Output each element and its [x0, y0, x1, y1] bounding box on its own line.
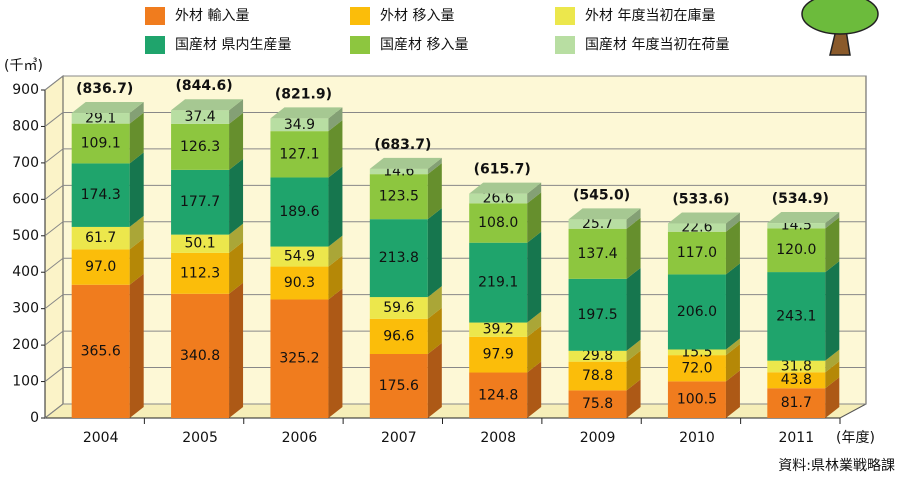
- y-tick-label: 900: [12, 82, 39, 98]
- value-label: 97.0: [85, 259, 116, 275]
- bar-segment-side: [627, 268, 641, 351]
- legend-swatch: [350, 7, 370, 25]
- bar-segment-side: [527, 232, 541, 323]
- value-label: 189.6: [279, 204, 319, 220]
- bar-segment-side: [229, 283, 243, 418]
- legend-swatch: [145, 7, 165, 25]
- value-label: 365.6: [81, 343, 121, 359]
- legend-label: 国産材 移入量: [380, 37, 468, 53]
- legend-label: 国産材 県内生産量: [175, 37, 291, 53]
- x-tick-label: 2008: [480, 430, 516, 446]
- value-label: 117.0: [677, 245, 717, 261]
- legend-label: 外材 年度当初在庫量: [585, 7, 715, 24]
- total-label: (836.7): [76, 81, 133, 97]
- bar-segment-side: [130, 152, 144, 227]
- legend-swatch: [555, 36, 575, 54]
- value-label: 197.5: [578, 307, 618, 323]
- value-label: 124.8: [478, 387, 518, 403]
- y-tick-label: 800: [12, 118, 39, 134]
- source: 資料:県林業戦略課: [778, 458, 895, 474]
- value-label: 206.0: [677, 304, 717, 320]
- total-label: (533.6): [672, 192, 729, 208]
- x-tick-label: 2005: [182, 430, 218, 446]
- value-label: 213.8: [379, 250, 419, 266]
- y-tick-label: 400: [12, 264, 39, 280]
- y-tick-label: 300: [12, 301, 39, 317]
- y-tick-label: 500: [12, 228, 39, 244]
- floor: [45, 404, 866, 418]
- x-tick-label: 2006: [282, 430, 318, 446]
- value-label: 109.1: [81, 136, 121, 152]
- legend-label: 国産材 年度当初在荷量: [585, 36, 729, 53]
- chart: (千㎥) (年度) 資料:県林業戦略課 0 100 200 300 400 500 600 7…: [0, 0, 898, 480]
- value-label: 81.7: [781, 395, 812, 411]
- value-label: 34.9: [284, 117, 315, 133]
- value-label: 97.9: [483, 347, 514, 363]
- value-label: 39.2: [483, 322, 514, 338]
- bar-segment-side: [428, 343, 442, 418]
- value-label: 72.0: [681, 360, 712, 376]
- y-tick-label: 0: [30, 410, 39, 426]
- total-label: (821.9): [275, 86, 332, 102]
- value-label: 37.4: [184, 109, 215, 125]
- x-tick-label: 2011: [778, 430, 814, 446]
- value-label: 123.5: [379, 189, 419, 205]
- value-label: 137.4: [578, 246, 618, 262]
- bar-segment-side: [328, 288, 342, 418]
- legend-label: 外材 移入量: [380, 8, 454, 24]
- value-label: 175.6: [379, 378, 419, 394]
- bar-segment-side: [130, 274, 144, 418]
- legend-swatch: [555, 7, 575, 25]
- value-label: 108.0: [478, 215, 518, 231]
- x-tick-label: 2004: [83, 430, 119, 446]
- value-label: 31.8: [781, 358, 812, 374]
- legend-swatch: [350, 36, 370, 54]
- value-label: 75.8: [582, 396, 613, 412]
- tree-icon: [802, 0, 878, 55]
- total-label: (545.0): [573, 187, 630, 203]
- total-label: (534.9): [772, 191, 829, 207]
- x-tick-label: 2010: [679, 430, 715, 446]
- y-tick-label: 700: [12, 155, 39, 171]
- x-tick-label: 2007: [381, 430, 417, 446]
- value-label: 61.7: [85, 230, 116, 246]
- total-label: (844.6): [176, 78, 233, 94]
- value-label: 127.1: [279, 146, 319, 162]
- y-tick-label: 600: [12, 191, 39, 207]
- value-label: 100.5: [677, 392, 717, 408]
- bar-segment-side: [428, 208, 442, 297]
- value-label: 112.3: [180, 265, 220, 281]
- value-label: 50.1: [184, 236, 215, 252]
- total-label: (683.7): [374, 137, 431, 153]
- bar-segment-side: [229, 159, 243, 235]
- x-axis-label: (年度): [836, 430, 875, 446]
- value-label: 43.8: [781, 372, 812, 388]
- y-tick-label: 200: [12, 337, 39, 353]
- value-label: 59.6: [383, 300, 414, 316]
- value-label: 174.3: [81, 187, 121, 203]
- bar-segment-side: [825, 261, 839, 361]
- value-label: 126.3: [180, 139, 220, 155]
- total-label: (615.7): [474, 162, 531, 178]
- value-label: 96.6: [383, 328, 414, 344]
- legend-swatch: [145, 36, 165, 54]
- y-axis-label: (千㎥): [4, 58, 43, 74]
- legend-label: 外材 輸入量: [175, 8, 249, 24]
- bar-segment-side: [328, 166, 342, 246]
- value-label: 120.0: [776, 242, 816, 258]
- value-label: 219.1: [478, 275, 518, 291]
- value-label: 325.2: [279, 351, 319, 367]
- value-label: 78.8: [582, 368, 613, 384]
- y-tick-label: 100: [12, 374, 39, 390]
- value-label: 90.3: [284, 275, 315, 291]
- value-label: 243.1: [776, 308, 816, 324]
- value-label: 177.7: [180, 194, 220, 210]
- bar-segment-side: [726, 263, 740, 349]
- x-tick-label: 2009: [580, 430, 616, 446]
- value-label: 340.8: [180, 348, 220, 364]
- side-wall: [45, 76, 63, 418]
- value-label: 54.9: [284, 249, 315, 265]
